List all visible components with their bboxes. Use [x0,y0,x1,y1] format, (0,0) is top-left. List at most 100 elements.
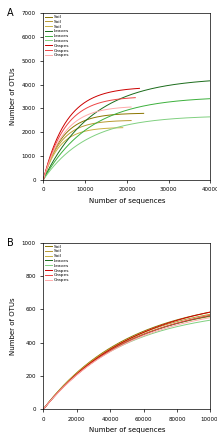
Leaves [42,177,45,182]
Grapes [42,177,45,182]
Leaves [133,91,135,96]
Grapes [179,317,182,322]
Line: Soil: Soil [43,312,210,409]
Soil [205,310,208,315]
Soil [90,121,92,127]
Grapes [94,109,97,114]
Soil [114,118,117,124]
Soil [122,339,125,344]
Grapes [128,104,130,110]
Grapes [205,313,208,319]
Leaves [122,123,125,128]
Leaves [122,95,124,100]
Grapes [97,101,99,106]
Grapes [42,407,45,412]
Leaves [209,313,212,319]
Soil [122,340,125,345]
Grapes [132,95,134,100]
Line: Leaves: Leaves [43,316,210,409]
Soil [120,125,122,130]
Line: Grapes: Grapes [43,315,210,409]
Leaves [42,177,45,182]
Grapes [136,86,138,91]
Grapes [42,407,45,412]
Grapes [90,111,92,116]
Leaves [209,114,212,120]
Line: Grapes: Grapes [43,107,131,180]
Grapes [179,322,182,327]
Soil [107,125,110,131]
Line: Grapes: Grapes [43,312,210,409]
Soil [42,177,45,182]
Leaves [122,342,125,347]
Line: Soil: Soil [43,316,210,409]
Leaves [141,103,144,109]
Soil [84,123,86,128]
Grapes [122,341,124,347]
Leaves [209,318,212,323]
Grapes [205,310,208,315]
Leaves [205,114,208,120]
Soil [209,312,212,317]
Line: Grapes: Grapes [43,88,140,180]
Grapes [84,113,86,118]
Soil [179,320,182,325]
Text: B: B [7,238,13,248]
Soil [84,123,87,128]
Soil [122,338,125,343]
Grapes [205,316,208,321]
Grapes [134,95,137,100]
Grapes [86,105,88,110]
Grapes [209,312,212,318]
Leaves [133,106,135,111]
Leaves [205,318,208,323]
Leaves [122,109,125,114]
Grapes [141,332,144,337]
Line: Soil: Soil [43,121,131,180]
Soil [141,331,144,337]
Leaves [141,88,144,94]
Grapes [138,86,141,91]
Grapes [130,104,132,110]
Soil [42,177,45,182]
Grapes [117,96,120,102]
X-axis label: Number of sequences: Number of sequences [89,427,165,433]
Soil [133,335,135,341]
Grapes [179,319,182,325]
Grapes [99,92,102,97]
Y-axis label: Number of OTUs: Number of OTUs [10,68,16,125]
Soil [141,330,144,335]
Line: Soil: Soil [43,128,123,180]
Line: Leaves: Leaves [43,320,210,409]
Soil [133,333,135,338]
Grapes [114,106,117,111]
Soil [42,407,45,412]
Soil [122,338,124,344]
Grapes [141,330,144,335]
Line: Leaves: Leaves [43,117,210,180]
Grapes [92,103,94,108]
Soil [140,111,143,116]
Grapes [122,342,125,347]
Leaves [122,109,124,114]
Grapes [86,105,89,110]
Grapes [133,334,135,339]
Soil [122,125,124,130]
Soil [179,318,182,323]
Soil [205,315,208,320]
Line: Grapes: Grapes [43,98,135,180]
Leaves [179,320,182,325]
Grapes [94,94,97,99]
Grapes [133,337,135,342]
Soil [42,177,45,182]
Soil [133,334,135,339]
Soil [122,339,124,345]
Grapes [209,315,212,320]
Leaves [122,95,125,100]
Soil [80,129,83,135]
Leaves [179,323,182,329]
Soil [128,118,130,123]
Leaves [122,342,124,348]
Grapes [141,334,144,339]
Leaves [179,98,182,103]
